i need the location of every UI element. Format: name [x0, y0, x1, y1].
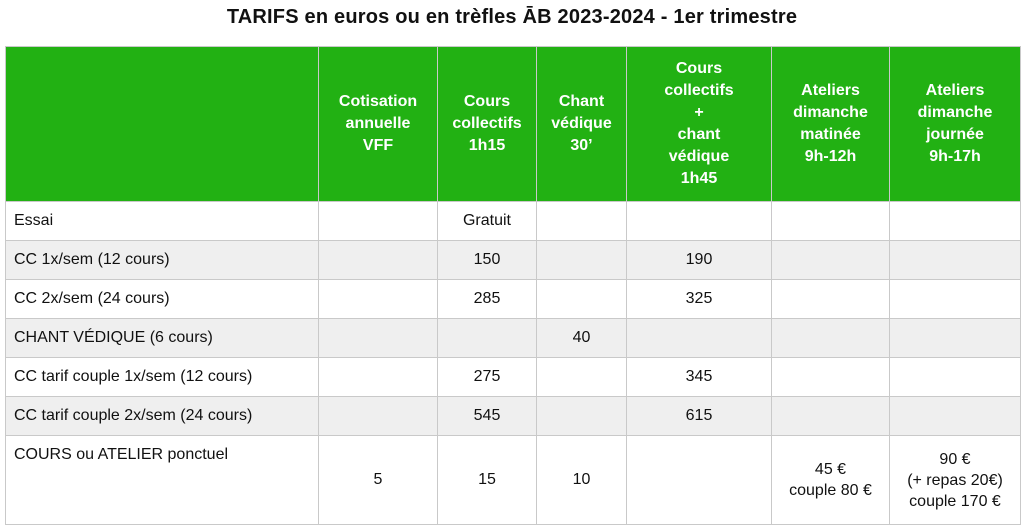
price-line: (+ repas 20€)	[907, 471, 1003, 489]
table-row: Essai Gratuit	[5, 201, 1021, 241]
col-header-line: Chant	[558, 93, 605, 110]
col-header-ateliers-matinee: Ateliers dimanche matinée 9h-12h	[771, 46, 890, 202]
col-header-line: védique	[668, 148, 730, 165]
table-cell	[536, 201, 627, 241]
table-cell	[771, 357, 890, 397]
table-cell	[889, 318, 1021, 358]
table-cell: 150	[437, 240, 537, 280]
col-header-cours-plus-chant: Cours collectifs + chant védique 1h45	[626, 46, 772, 202]
table-cell	[318, 357, 438, 397]
table-cell	[889, 357, 1021, 397]
row-label: CC 2x/sem (24 cours)	[5, 279, 319, 319]
price-line: couple 80 €	[789, 482, 872, 499]
col-header-line: Cours	[463, 93, 511, 110]
pricing-table: Cotisation annuelle VFF Cours collectifs 1h1…	[5, 46, 1021, 525]
col-header-line: Cours	[675, 60, 723, 77]
row-label: CHANT VÉDIQUE (6 cours)	[5, 318, 319, 358]
table-cell	[889, 240, 1021, 280]
col-header-line: chant	[677, 126, 721, 143]
col-header-line: 9h-17h	[929, 148, 981, 165]
table-cell	[536, 240, 627, 280]
table-cell: 5	[318, 435, 438, 525]
table-cell: 40	[536, 318, 627, 358]
col-header-line: Ateliers	[801, 82, 860, 99]
price-line: 90 €	[939, 450, 971, 468]
table-cell: 15	[437, 435, 537, 525]
col-header-line: Cotisation	[338, 93, 418, 110]
row-label: CC tarif couple 1x/sem (12 cours)	[5, 357, 319, 397]
table-cell	[771, 201, 890, 241]
cell-atelier-matinee: 45 € couple 80 €	[771, 435, 890, 525]
table-row: CC 2x/sem (24 cours) 285 325	[5, 279, 1021, 319]
col-header-line: collectifs	[452, 115, 522, 132]
col-header-line: 9h-12h	[804, 148, 857, 165]
col-header-line: matinée	[800, 126, 861, 143]
table-cell: 325	[626, 279, 772, 319]
table-row: CC 1x/sem (12 cours) 150 190	[5, 240, 1021, 280]
col-header-line: 1h15	[468, 137, 506, 154]
col-header-line: dimanche	[917, 104, 993, 121]
table-cell	[626, 318, 772, 358]
col-header-ateliers-journee: Ateliers dimanche journée 9h-17h	[889, 46, 1021, 202]
col-header-line: 30’	[570, 137, 593, 154]
table-cell	[318, 201, 438, 241]
table-cell	[318, 279, 438, 319]
col-header-chant-vedique: Chant védique 30’	[536, 46, 627, 202]
table-cell	[536, 357, 627, 397]
table-cell: 345	[626, 357, 772, 397]
col-header-cotisation: Cotisation annuelle VFF	[318, 46, 438, 202]
col-header-line: védique	[551, 115, 612, 132]
table-cell: 275	[437, 357, 537, 397]
table-row-ponctuel: COURS ou ATELIER ponctuel 5 15 10 45 € c…	[5, 435, 1021, 525]
price-line: couple 170 €	[909, 492, 1001, 510]
col-header-line: collectifs	[664, 82, 734, 99]
row-label: Essai	[5, 201, 319, 241]
table-cell	[318, 396, 438, 436]
table-cell	[437, 318, 537, 358]
col-header-line: journée	[926, 126, 984, 143]
table-cell: 10	[536, 435, 627, 525]
table-cell: 190	[626, 240, 772, 280]
table-cell	[889, 201, 1021, 241]
col-header-line: VFF	[362, 137, 394, 154]
table-cell	[771, 240, 890, 280]
table-row: CC tarif couple 2x/sem (24 cours) 545 61…	[5, 396, 1021, 436]
cell-atelier-journee: 90 € (+ repas 20€) couple 170 €	[889, 435, 1021, 525]
table-cell	[626, 201, 772, 241]
col-header-line: annuelle	[345, 115, 411, 132]
table-cell	[771, 279, 890, 319]
row-label: COURS ou ATELIER ponctuel	[5, 435, 319, 525]
row-label: CC 1x/sem (12 cours)	[5, 240, 319, 280]
header-corner	[5, 46, 319, 202]
table-cell	[536, 396, 627, 436]
table-cell	[626, 435, 772, 525]
table-cell	[889, 396, 1021, 436]
table-cell	[318, 240, 438, 280]
table-cell: 545	[437, 396, 537, 436]
col-header-line: dimanche	[793, 104, 868, 121]
table-cell	[771, 318, 890, 358]
header-row: Cotisation annuelle VFF Cours collectifs 1h1…	[5, 46, 1021, 202]
col-header-line: +	[694, 104, 704, 121]
table-cell	[771, 396, 890, 436]
page-title: TARIFS en euros ou en trèfles ĀB 2023-20…	[226, 6, 798, 28]
table-cell	[889, 279, 1021, 319]
price-line: 45 €	[814, 461, 847, 478]
table-row: CHANT VÉDIQUE (6 cours) 40	[5, 318, 1021, 358]
col-header-cours-collectifs: Cours collectifs 1h15	[437, 46, 537, 202]
table-cell	[536, 279, 627, 319]
table-cell: 285	[437, 279, 537, 319]
table-cell: Gratuit	[437, 201, 537, 241]
table-cell: 615	[626, 396, 772, 436]
table-cell	[318, 318, 438, 358]
table-row: CC tarif couple 1x/sem (12 cours) 275 34…	[5, 357, 1021, 397]
row-label: CC tarif couple 2x/sem (24 cours)	[5, 396, 319, 436]
col-header-line: 1h45	[680, 170, 718, 187]
col-header-line: Ateliers	[925, 82, 985, 99]
